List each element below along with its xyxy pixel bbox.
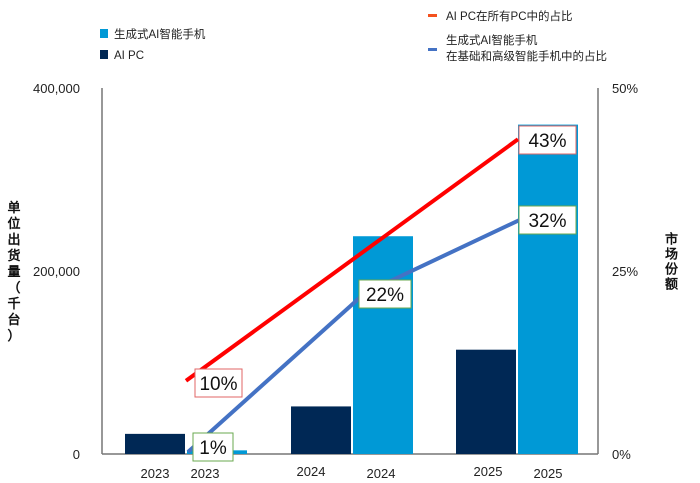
data-label-box <box>192 432 234 462</box>
data-label-box <box>518 205 577 235</box>
y-axis-title-char: （ <box>7 280 20 295</box>
x-tick-label: 2023 <box>191 466 220 481</box>
data-label-box <box>194 368 243 398</box>
y-axis-title-char: 货 <box>7 248 20 263</box>
data-label: 1% <box>199 438 227 459</box>
data-label: 43% <box>528 131 566 152</box>
legend-swatch-smartphone-share <box>428 48 437 51</box>
y2-tick-label: 0% <box>612 447 631 462</box>
x-tick-label: 2025 <box>474 464 503 479</box>
data-label: 22% <box>366 285 404 306</box>
legend-label: AI PC <box>114 50 144 62</box>
y-axis-title-char: 单 <box>7 200 20 215</box>
legend-label: 生成式AI智能手机 <box>446 33 538 47</box>
y-tick-label: 400,000 <box>33 81 80 96</box>
y-axis-title-char: 出 <box>7 232 20 247</box>
legend-label: 在基础和高级智能手机中的占比 <box>446 49 607 63</box>
y2-tick-label: 25% <box>612 264 638 279</box>
bar-aipc-2024 <box>291 406 351 454</box>
legend-label: AI PC在所有PC中的占比 <box>446 9 573 23</box>
y-tick-label: 200,000 <box>33 264 80 279</box>
bar-smartphone-2024 <box>353 236 413 454</box>
data-label: 32% <box>528 211 566 232</box>
y-axis-title-char: 台 <box>7 312 20 327</box>
data-label-box <box>358 279 412 309</box>
y-tick-label: 0 <box>73 447 80 462</box>
y-axis-title-char: 量 <box>7 264 20 279</box>
y-axis-title-char: 千 <box>7 296 20 311</box>
x-tick-label: 2024 <box>297 464 326 479</box>
legend-label: 生成式AI智能手机 <box>114 27 206 41</box>
line-aipc-share <box>184 137 520 383</box>
x-tick-label: 2024 <box>367 466 396 481</box>
bar-aipc-2023 <box>125 433 185 454</box>
y-axis-title-char: ） <box>7 328 20 343</box>
legend-swatch-aipc-share <box>428 14 437 17</box>
y2-axis-title: 市场份额 <box>663 232 678 292</box>
data-label: 10% <box>199 374 237 395</box>
x-tick-label: 2023 <box>141 466 170 481</box>
x-tick-label: 2025 <box>534 466 563 481</box>
data-label-box <box>518 125 577 155</box>
legend-swatch-smartphone <box>100 29 108 38</box>
bar-smartphone-2025 <box>518 124 578 454</box>
y2-tick-label: 50% <box>612 81 638 96</box>
y-axis-title-char: 位 <box>7 216 20 231</box>
bar-aipc-2025 <box>456 349 516 454</box>
legend-swatch-aipc <box>100 50 108 59</box>
